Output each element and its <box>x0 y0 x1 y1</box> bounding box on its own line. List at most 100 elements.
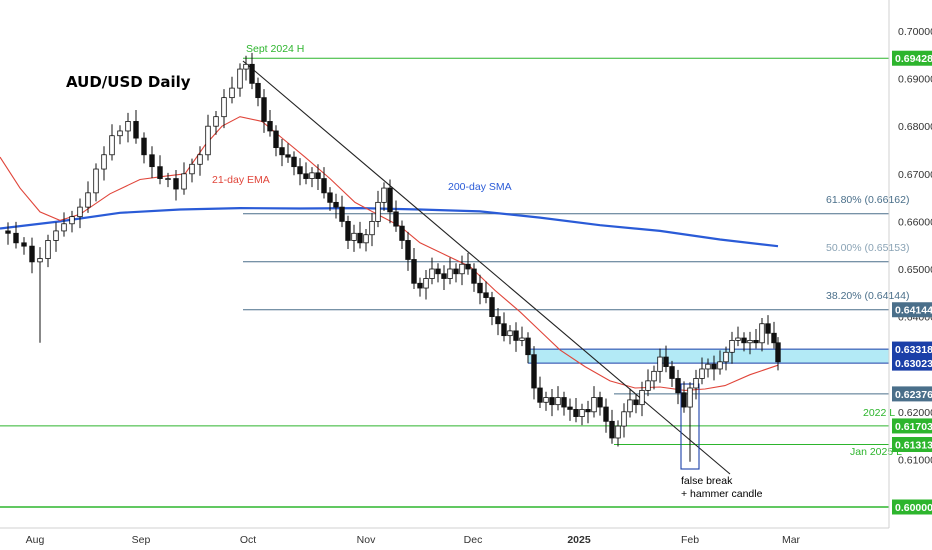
candle-body <box>149 154 155 168</box>
candle-body <box>585 409 591 413</box>
candle-body <box>555 397 561 406</box>
candle-body <box>717 361 723 370</box>
candle-body <box>435 268 441 275</box>
candle-body <box>173 178 179 190</box>
candle-body <box>315 172 321 179</box>
price-box: 0.62376 <box>892 386 932 402</box>
candle-body <box>399 225 405 241</box>
price-box-label: 0.61313 <box>895 440 932 452</box>
price-box-bg <box>892 355 932 371</box>
candle-body <box>125 121 131 132</box>
y-tick-label: 0.61000 <box>898 454 932 466</box>
candle-body <box>693 378 699 389</box>
candle-body <box>567 406 573 410</box>
fib-500-label: 50.00% (0.65153) <box>826 242 909 254</box>
candle-body <box>85 192 91 208</box>
candle-body <box>633 399 639 406</box>
candle-body <box>603 406 609 422</box>
price-box: 0.63318 <box>892 341 932 357</box>
x-tick-label: Nov <box>357 534 376 546</box>
candle-body <box>513 330 519 341</box>
candle-body <box>591 397 597 413</box>
candle-body <box>205 125 211 156</box>
price-box: 0.61313 <box>892 437 932 453</box>
candle-body <box>387 187 393 213</box>
candle-body <box>471 268 477 284</box>
candle-body <box>651 370 657 382</box>
candle-body <box>735 337 741 341</box>
candle-body <box>29 245 35 263</box>
candle-body <box>101 154 107 170</box>
candle-body <box>705 363 711 370</box>
price-box: 0.63023 <box>892 355 932 371</box>
chart-title: AUD/USD Daily <box>66 73 191 91</box>
candle-body <box>489 297 495 317</box>
candles-layer <box>5 52 781 462</box>
price-box: 0.69428 <box>892 50 932 66</box>
candle-body <box>525 337 531 356</box>
candle-body <box>775 342 781 363</box>
candle-body <box>197 154 203 165</box>
price-box-label: 0.60000 <box>895 502 932 514</box>
candle-body <box>645 380 651 391</box>
candle-body <box>279 147 285 156</box>
candle-body <box>465 263 471 270</box>
candle-body <box>141 137 147 156</box>
candle-body <box>229 87 235 99</box>
price-box-label: 0.63023 <box>895 358 932 370</box>
candle-body <box>37 258 43 263</box>
candle-body <box>459 263 465 275</box>
candle-body <box>309 172 315 179</box>
x-tick-label: 2025 <box>567 534 591 546</box>
candle-body <box>681 392 687 408</box>
candle-body <box>393 211 399 227</box>
price-box-label: 0.62376 <box>895 389 932 401</box>
sept-high-label: Sept 2024 H <box>246 43 304 55</box>
candle-body <box>321 178 327 194</box>
candle-body <box>303 173 309 179</box>
candle-body <box>549 397 555 406</box>
candle-body <box>261 97 267 122</box>
candle-body <box>501 323 507 337</box>
candle-body <box>573 409 579 417</box>
candle-body <box>273 130 279 149</box>
candle-body <box>133 121 139 139</box>
candle-body <box>639 389 645 406</box>
price-box-label: 0.64144 <box>895 305 932 317</box>
candle-body <box>441 273 447 279</box>
x-tick-label: Dec <box>464 534 483 546</box>
ema-label: 21-day EMA <box>212 174 270 186</box>
candle-body <box>621 411 627 427</box>
x-axis: Aug Sep Oct Nov Dec 2025 Feb Mar <box>26 534 801 546</box>
candle-body <box>285 154 291 158</box>
candle-body <box>597 397 603 408</box>
price-box: 0.60000 <box>892 499 932 515</box>
candle-body <box>411 259 417 284</box>
price-labels: 0.69428 0.64144 0.63318 0.63023 0.62376 0.617… <box>892 50 932 515</box>
candle-body <box>5 230 11 234</box>
candle-body <box>93 168 99 194</box>
candle-body <box>687 387 693 408</box>
candle-body <box>243 63 249 70</box>
candle-body <box>579 409 585 417</box>
price-box-label: 0.61703 <box>895 421 932 433</box>
candle-body <box>369 220 375 236</box>
candle-body <box>669 366 675 379</box>
downtrend-line <box>242 60 731 475</box>
candle-body <box>381 187 387 203</box>
candle-body <box>477 282 483 294</box>
candle-body <box>729 339 735 353</box>
low-2022-label: 2022 L <box>863 407 895 419</box>
sma-label: 200-day SMA <box>448 181 512 193</box>
candle-body <box>771 332 777 344</box>
candle-body <box>609 420 615 439</box>
candle-body <box>375 201 381 222</box>
price-box-bg <box>892 437 932 453</box>
candle-body <box>327 192 333 203</box>
fib-382-label: 38.20% (0.64144) <box>826 290 909 302</box>
candle-body <box>723 351 729 363</box>
candle-body <box>339 206 345 222</box>
